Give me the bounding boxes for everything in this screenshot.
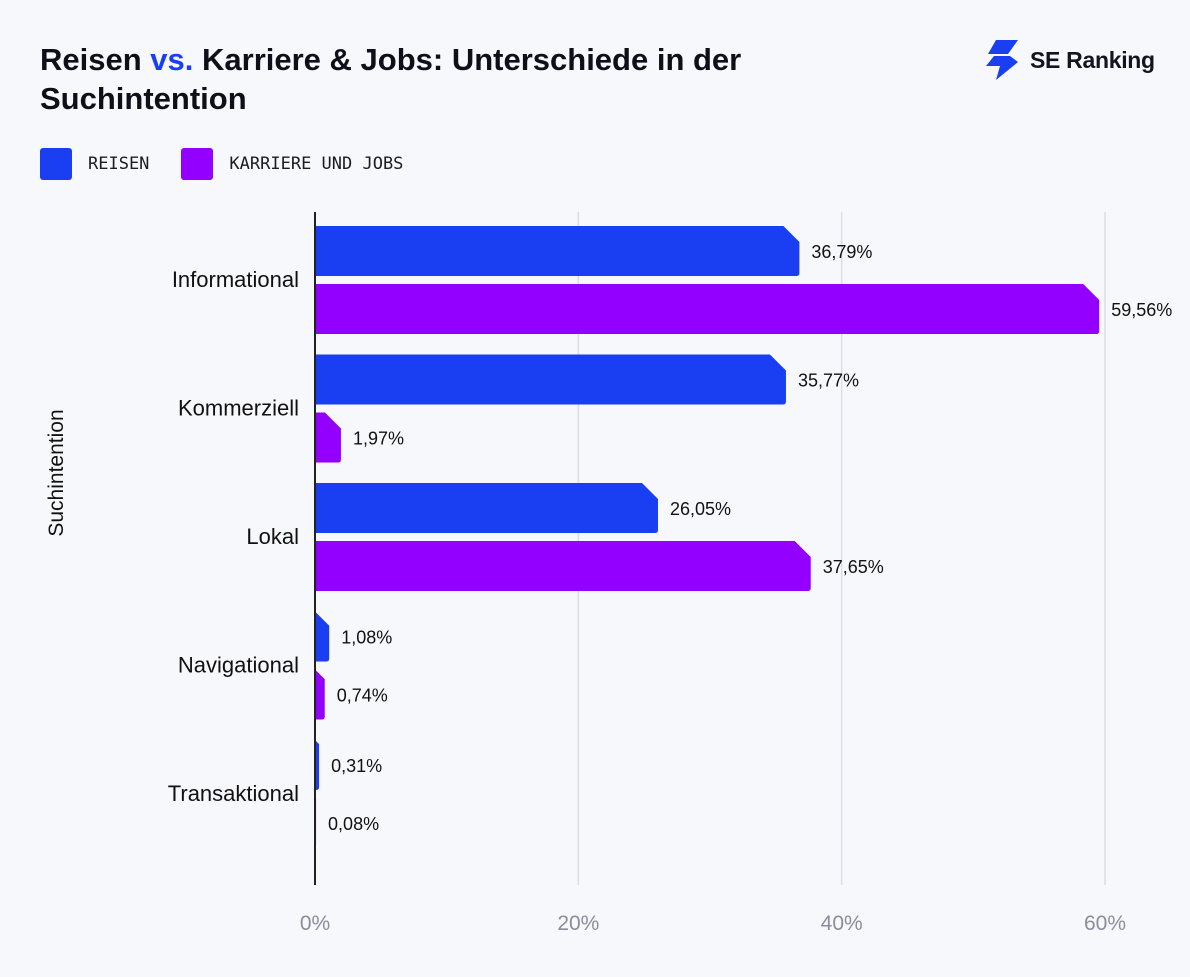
data-label-reisen-navigational: 1,08% (341, 628, 392, 648)
bar-karriere-und-jobs-lokal (315, 541, 811, 591)
se-ranking-logo: SE Ranking (984, 40, 1155, 80)
bar-reisen-informational (315, 226, 800, 276)
data-label-reisen-kommerziell: 35,77% (798, 371, 859, 391)
category-label-informational: Informational (172, 267, 299, 292)
title-part-1: Reisen (40, 42, 151, 77)
legend-label-karriere: KARRIERE UND JOBS (229, 154, 404, 174)
legend: REISEN KARRIERE UND JOBS (40, 148, 435, 180)
category-label-transaktional: Transaktional (168, 781, 299, 806)
data-label-reisen-informational: 36,79% (811, 242, 872, 262)
data-label-karriere-und-jobs-transaktional: 0,08% (328, 814, 379, 834)
x-tick-label-60: 60% (1084, 912, 1126, 935)
logo-text: SE Ranking (1030, 46, 1155, 73)
x-tick-label-0: 0% (300, 912, 330, 935)
category-label-lokal: Lokal (246, 524, 299, 549)
title-vs: vs. (150, 42, 194, 77)
bar-karriere-und-jobs-navigational (315, 669, 325, 720)
bar-karriere-und-jobs-informational (315, 284, 1100, 334)
title-part-2: Karriere & Jobs: Unterschiede in der Suc… (40, 42, 742, 116)
bar-reisen-transaktional (315, 740, 320, 790)
legend-item-reisen: REISEN (40, 148, 149, 180)
data-label-karriere-und-jobs-lokal: 37,65% (823, 557, 884, 577)
data-label-karriere-und-jobs-kommerziell: 1,97% (353, 429, 404, 449)
category-label-kommerziell: Kommerziell (178, 396, 299, 421)
bar-reisen-navigational (315, 611, 330, 662)
data-label-reisen-lokal: 26,05% (670, 499, 731, 519)
legend-item-karriere: KARRIERE UND JOBS (181, 148, 403, 180)
chart-title: Reisen vs. Karriere & Jobs: Unterschiede… (40, 40, 800, 118)
data-label-reisen-transaktional: 0,31% (331, 756, 382, 776)
x-tick-label-40: 40% (821, 912, 863, 935)
bar-reisen-lokal (315, 483, 658, 533)
bar-karriere-und-jobs-kommerziell (315, 412, 341, 463)
legend-label-reisen: REISEN (88, 154, 150, 174)
legend-swatch-karriere (181, 148, 214, 180)
x-tick-label-20: 20% (557, 912, 599, 935)
data-label-karriere-und-jobs-navigational: 0,74% (337, 686, 388, 706)
category-label-navigational: Navigational (178, 653, 299, 678)
legend-swatch-reisen (40, 148, 72, 180)
data-label-karriere-und-jobs-informational: 59,56% (1111, 300, 1172, 320)
bar-reisen-kommerziell (315, 354, 786, 405)
se-ranking-bolt-icon (986, 40, 1018, 80)
